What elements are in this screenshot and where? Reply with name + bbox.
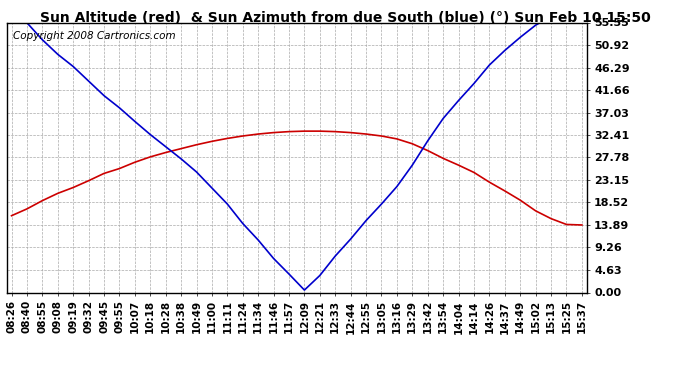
Text: Copyright 2008 Cartronics.com: Copyright 2008 Cartronics.com [12,31,175,40]
Text: Sun Altitude (red)  & Sun Azimuth from due South (blue) (°) Sun Feb 10 15:50: Sun Altitude (red) & Sun Azimuth from du… [39,11,651,25]
